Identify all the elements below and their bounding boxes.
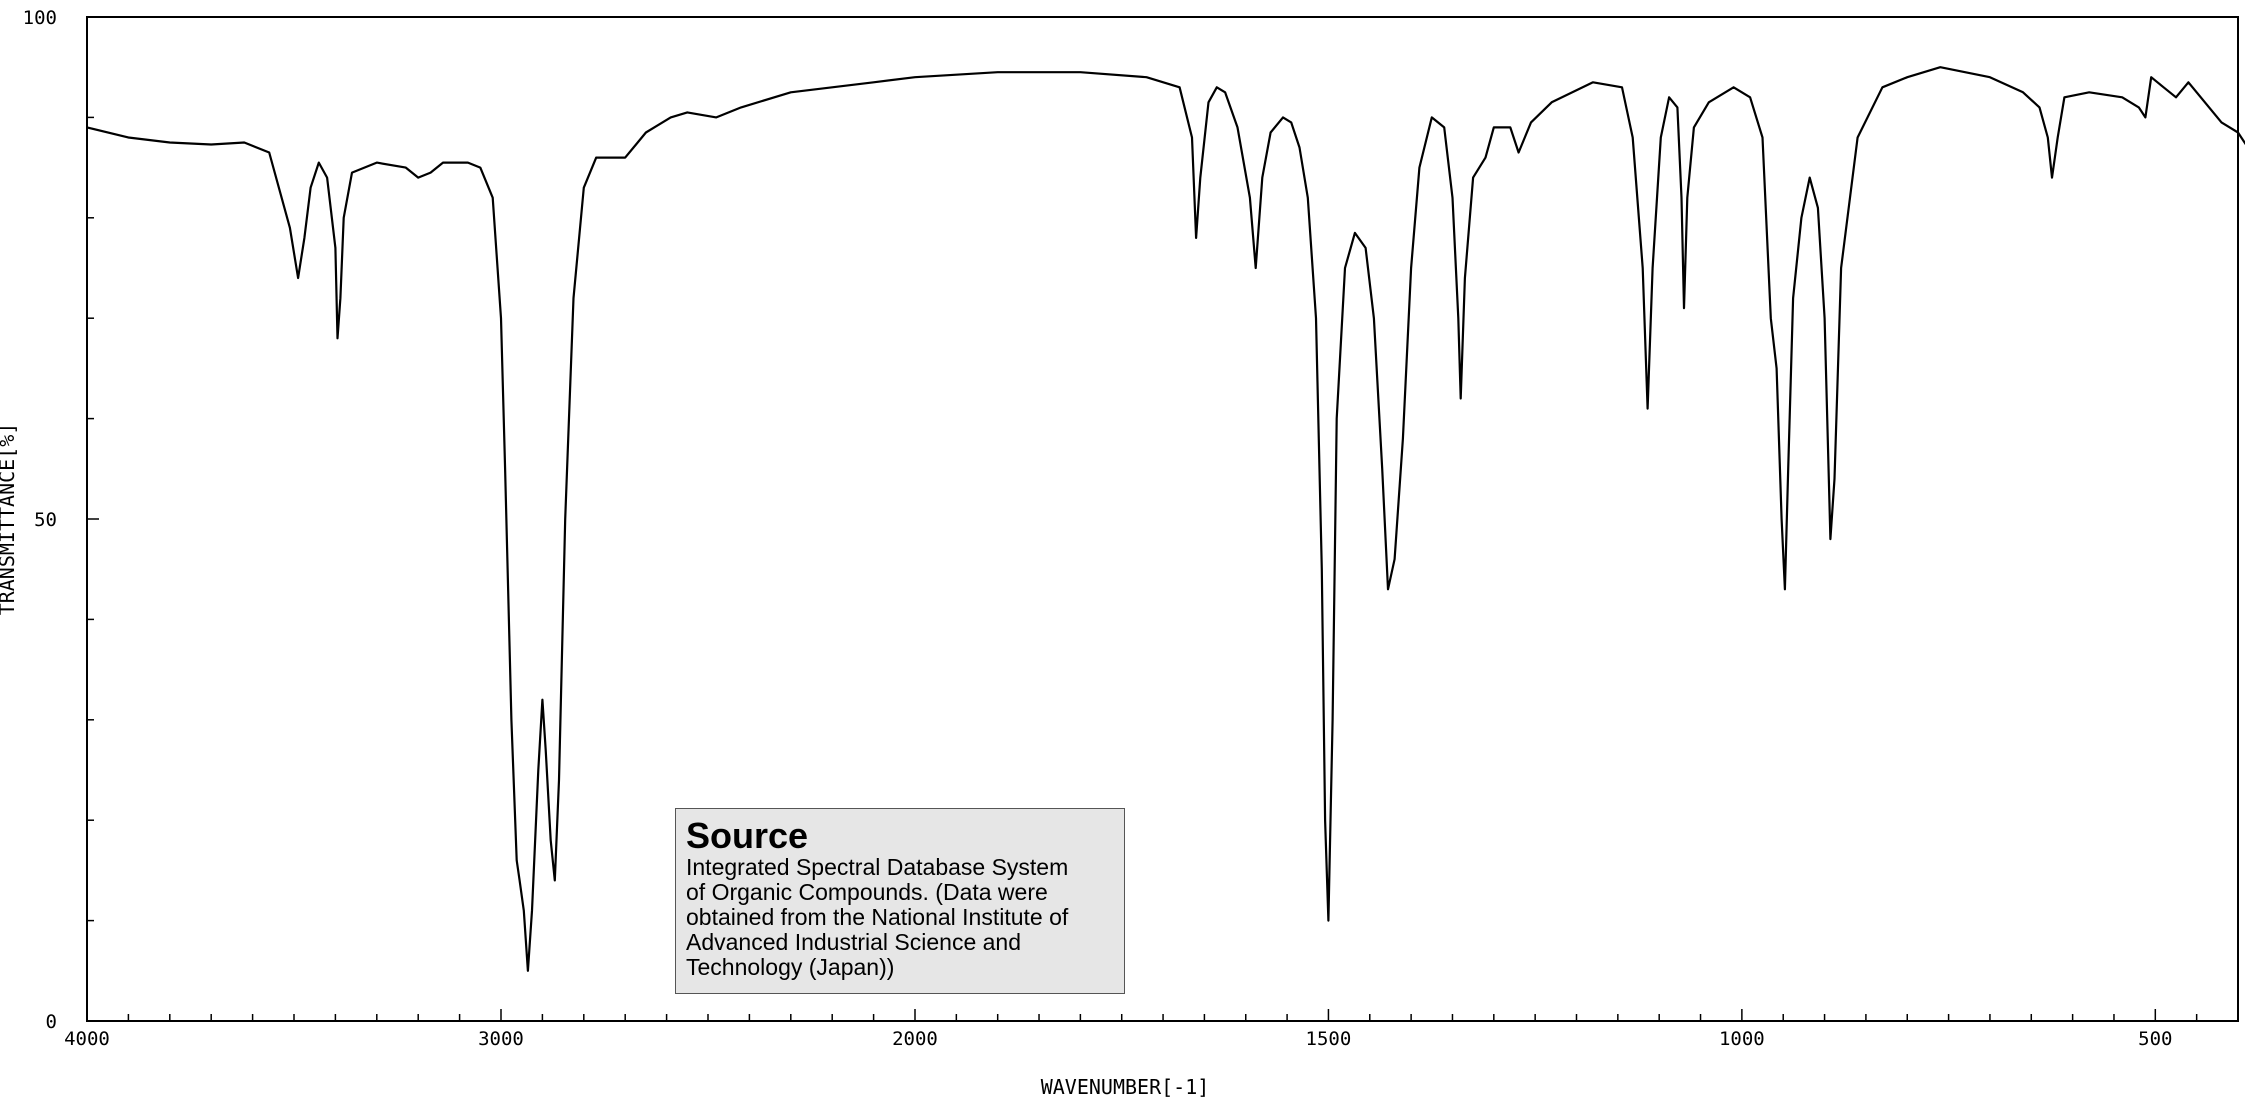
source-line: Technology (Japan)) — [686, 954, 895, 980]
x-tick-label: 500 — [2138, 1028, 2172, 1050]
y-tick-label: 50 — [34, 509, 57, 531]
x-tick-label: 3000 — [478, 1028, 524, 1050]
y-tick-labels: 0 50 100 — [23, 7, 57, 1033]
source-line: of Organic Compounds. (Data were — [686, 879, 1048, 905]
x-tick-labels: 4000 3000 2000 1500 1000 500 — [64, 1028, 2172, 1050]
source-line: obtained from the National Institute of — [686, 904, 1069, 930]
x-tick-label: 1000 — [1719, 1028, 1765, 1050]
source-line: Integrated Spectral Database System — [686, 854, 1069, 880]
x-axis-title: WAVENUMBER[-1] — [1041, 1075, 1210, 1099]
x-tick-label: 4000 — [64, 1028, 110, 1050]
y-tick-label: 100 — [23, 7, 57, 29]
x-tick-label: 2000 — [892, 1028, 938, 1050]
source-line: Advanced Industrial Science and — [686, 929, 1021, 955]
x-tick-label: 1500 — [1306, 1028, 1352, 1050]
x-minor-ticks — [86, 1009, 2239, 1021]
y-tick-label: 0 — [46, 1011, 57, 1033]
source-title: Source — [686, 815, 809, 856]
plot-frame — [86, 16, 2239, 1022]
source-text: Integrated Spectral Database System of O… — [686, 855, 1114, 980]
source-box: Source Integrated Spectral Database Syst… — [675, 808, 1125, 994]
spectrum-line — [86, 66, 2245, 972]
y-axis-title: TRANSMITTANCE[%] — [0, 423, 19, 616]
y-minor-ticks — [87, 16, 99, 1022]
